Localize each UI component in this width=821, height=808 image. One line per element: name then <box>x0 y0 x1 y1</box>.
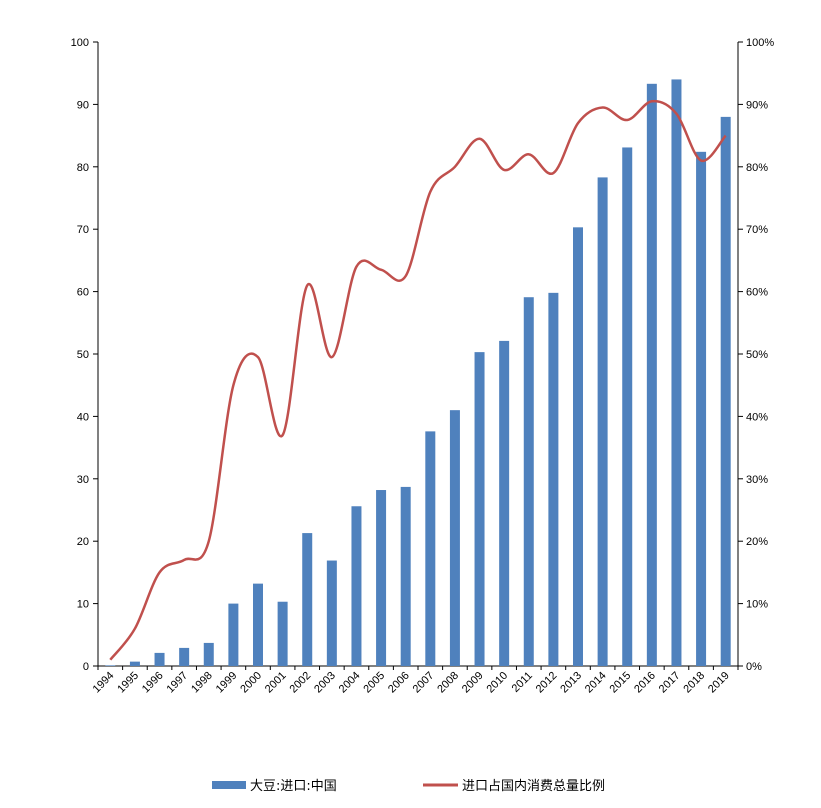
x-axis-tick-label: 2017 <box>657 670 683 696</box>
bar <box>425 431 436 666</box>
left-axis-tick-label: 60 <box>77 287 89 299</box>
x-axis-tick-label: 2007 <box>411 670 437 696</box>
line-path <box>109 99 727 661</box>
line-series <box>109 99 727 661</box>
x-axis-tick-label: 2019 <box>706 670 732 696</box>
bar <box>376 490 387 666</box>
bar <box>179 647 190 666</box>
right-axis-tick-label: 40% <box>746 411 768 423</box>
right-axis-tick-label: 90% <box>746 99 768 111</box>
bar <box>474 352 485 666</box>
x-axis-tick-label: 2014 <box>583 670 609 696</box>
left-axis-tick-label: 80 <box>77 162 89 174</box>
x-axis-tick-label: 2010 <box>484 670 510 696</box>
bar <box>720 116 731 666</box>
x-axis-tick-label: 1997 <box>164 670 190 696</box>
x-axis-tick-label: 1996 <box>140 670 166 696</box>
left-axis-tick-label: 70 <box>77 224 89 236</box>
left-axis-tick-label: 0 <box>83 661 89 673</box>
left-axis-tick-label: 50 <box>77 349 89 361</box>
legend-bar-label: 大豆:进口:中国 <box>250 779 337 794</box>
right-axis-tick-label: 70% <box>746 224 768 236</box>
x-axis-tick-label: 1999 <box>214 670 240 696</box>
bar <box>277 601 288 666</box>
left-axis-tick-label: 30 <box>77 474 89 486</box>
bar <box>351 506 362 666</box>
bar <box>129 661 140 666</box>
x-axis-tick-label: 2011 <box>510 670 535 695</box>
bar <box>646 83 657 667</box>
right-axis-tick-label: 50% <box>746 349 768 361</box>
bar <box>253 583 263 666</box>
right-axis-tick-label: 60% <box>746 287 768 299</box>
x-axis-tick-label: 2004 <box>337 670 363 696</box>
x-axis-tick-label: 1998 <box>189 670 215 696</box>
bar <box>449 410 460 666</box>
bar <box>671 79 682 666</box>
right-axis-tick-label: 80% <box>746 162 768 174</box>
bar-series <box>105 79 731 667</box>
x-axis-tick-label: 2008 <box>435 670 461 696</box>
bar <box>597 177 608 666</box>
x-axis-tick-label: 2016 <box>632 670 658 696</box>
right-axis-tick-label: 10% <box>746 599 768 611</box>
bar <box>228 603 239 666</box>
legend-bar-swatch <box>212 781 246 789</box>
axes: 0 10 20 30 40 50 60 70 80 90 100 0% 10% 20% 30% 40% 50% 6… <box>71 37 775 695</box>
x-axis-tick-label: 2006 <box>386 670 412 696</box>
legend-line-label: 进口占国内消费总量比例 <box>462 778 605 794</box>
bar <box>548 292 559 666</box>
x-axis-tick-label: 2001 <box>263 670 289 696</box>
x-axis-tick-label: 1995 <box>115 670 141 696</box>
left-axis-tick-label: 100 <box>71 37 89 49</box>
left-axis-tick-label: 10 <box>77 599 89 611</box>
right-axis-tick-label: 30% <box>746 474 768 486</box>
x-axis-tick-label: 2002 <box>288 670 314 696</box>
x-axis-tick-label: 2012 <box>534 670 560 696</box>
bar <box>203 642 214 666</box>
x-axis-tick-label: 2018 <box>681 670 707 696</box>
left-axis-tick-label: 20 <box>77 536 89 548</box>
x-axis-tick-label: 1994 <box>91 670 117 696</box>
x-axis-tick-label: 2000 <box>238 670 264 696</box>
bar <box>154 652 165 666</box>
bar <box>622 147 633 666</box>
left-axis-tick-label: 90 <box>77 99 89 111</box>
bar <box>573 227 583 666</box>
x-axis-tick-label: 2009 <box>460 670 486 696</box>
x-axis-tick-label: 2015 <box>608 670 634 696</box>
x-axis-tick-label: 2005 <box>361 670 387 696</box>
bar <box>105 665 116 666</box>
bar <box>523 297 534 666</box>
bar <box>302 533 313 666</box>
bar <box>499 340 510 666</box>
x-axis-tick-label: 2013 <box>558 670 584 696</box>
bar <box>400 486 411 666</box>
left-axis-tick-label: 40 <box>77 411 89 423</box>
bar <box>696 151 707 667</box>
right-axis-tick-label: 0% <box>746 661 762 673</box>
legend: 大豆:进口:中国 进口占国内消费总量比例 <box>212 778 605 794</box>
x-axis-tick-label: 2003 <box>312 670 338 696</box>
right-axis-tick-label: 20% <box>746 536 768 548</box>
right-axis-tick-label: 100% <box>746 37 774 49</box>
bar <box>326 560 337 666</box>
